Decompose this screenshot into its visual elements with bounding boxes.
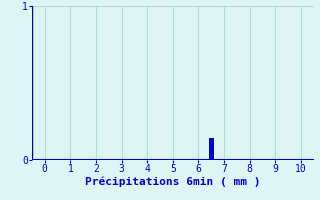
- Bar: [209, 138, 213, 160]
- X-axis label: Précipitations 6min ( mm ): Précipitations 6min ( mm ): [85, 177, 260, 187]
